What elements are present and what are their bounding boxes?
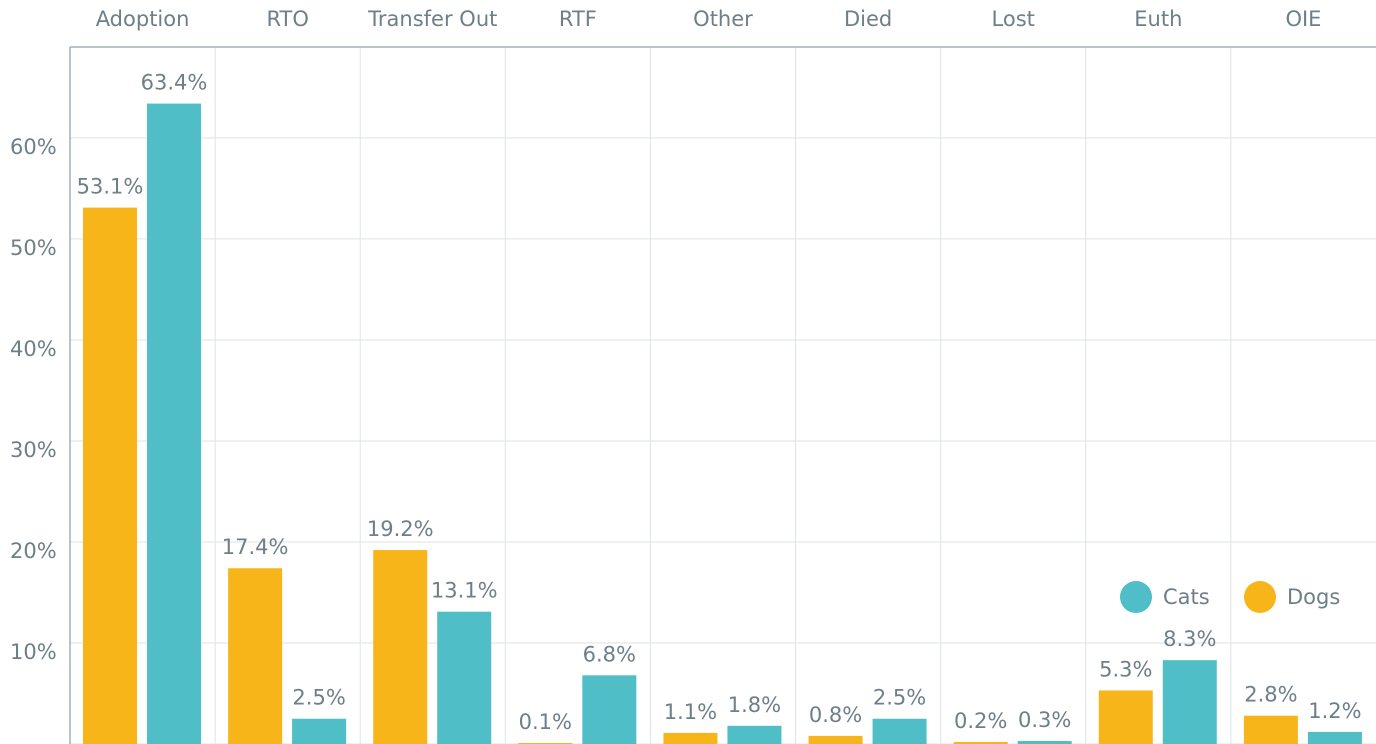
x-tick-label: Lost (992, 7, 1035, 31)
data-label: 6.8% (583, 642, 636, 666)
data-label: 1.8% (728, 693, 781, 717)
y-tick-label: 60% (10, 135, 57, 159)
bar (953, 741, 1008, 744)
data-label: 0.1% (519, 710, 572, 734)
x-tick-label: Euth (1134, 7, 1182, 31)
data-label: 0.8% (809, 703, 862, 727)
legend-label: Dogs (1287, 585, 1340, 609)
data-label: 0.2% (954, 709, 1007, 733)
y-tick-label: 10% (10, 640, 57, 664)
bar (582, 675, 637, 744)
bar (292, 718, 347, 744)
bar (1307, 731, 1362, 744)
data-label: 2.5% (873, 686, 926, 710)
bar (147, 103, 201, 744)
bar (83, 207, 137, 744)
legend-swatch (1120, 581, 1152, 613)
data-label: 1.2% (1308, 699, 1361, 723)
x-tick-label: Other (693, 7, 753, 31)
bar (518, 742, 573, 744)
y-tick-label: 30% (10, 438, 57, 462)
bar (663, 732, 718, 744)
bar (727, 725, 782, 744)
data-label: 2.5% (292, 686, 345, 710)
data-label: 19.2% (367, 517, 434, 541)
data-label: 53.1% (77, 175, 144, 199)
data-label: 1.1% (664, 700, 717, 724)
data-label: 17.4% (222, 535, 289, 559)
data-label: 13.1% (431, 579, 498, 603)
y-tick-label: 0% (10, 741, 43, 744)
bar (228, 568, 283, 744)
bar (437, 611, 492, 744)
data-label: 8.3% (1163, 627, 1216, 651)
data-label: 0.3% (1018, 708, 1071, 732)
bar (1098, 690, 1153, 744)
bar (1243, 715, 1298, 744)
x-tick-label: Died (844, 7, 892, 31)
legend-swatch (1244, 581, 1276, 613)
bar (808, 735, 863, 744)
x-tick-label: OIE (1285, 7, 1321, 31)
y-tick-label: 50% (10, 236, 57, 260)
bar (1017, 740, 1072, 744)
data-label: 63.4% (141, 71, 208, 95)
x-tick-label: RTF (559, 7, 597, 31)
legend-label: Cats (1163, 585, 1210, 609)
x-tick-label: Transfer Out (367, 7, 497, 31)
y-tick-label: 20% (10, 539, 57, 563)
x-tick-label: RTO (266, 7, 308, 31)
bar (373, 550, 428, 744)
bar (1162, 660, 1217, 744)
bar (872, 718, 927, 744)
y-tick-label: 40% (10, 337, 57, 361)
data-label: 5.3% (1099, 657, 1152, 681)
data-label: 2.8% (1244, 683, 1297, 707)
x-tick-label: Adoption (96, 7, 190, 31)
